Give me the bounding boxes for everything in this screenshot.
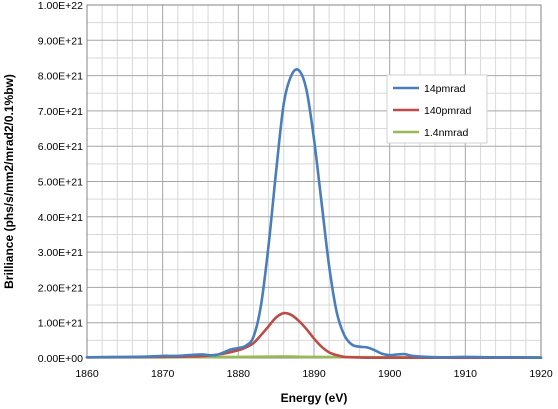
y-tick-label: 5.00E+21 xyxy=(38,177,83,189)
y-tick-label: 3.00E+21 xyxy=(38,247,83,259)
y-tick-label: 8.00E+21 xyxy=(38,71,83,83)
y-axis-tick-labels: 0.00E+00 1.00E+21 2.00E+21 3.00E+21 4.00E+21… xyxy=(38,0,83,365)
legend-label: 14pmrad xyxy=(424,83,466,95)
x-tick-label: 1870 xyxy=(151,368,175,380)
series-lines xyxy=(85,68,543,359)
x-tick-label: 1900 xyxy=(378,368,402,380)
series-line-14pmrad xyxy=(85,68,543,359)
x-tick-label: 1880 xyxy=(227,368,251,380)
y-tick-label: 4.00E+21 xyxy=(38,212,83,224)
x-tick-label: 1890 xyxy=(302,368,326,380)
y-tick-label: 2.00E+21 xyxy=(38,282,83,294)
legend: 14pmrad 140pmrad 1.4nmrad xyxy=(386,74,488,144)
y-tick-label: 7.00E+21 xyxy=(38,106,83,118)
y-tick-label: 1.00E+21 xyxy=(38,318,83,330)
y-tick-label: 1.00E+22 xyxy=(38,0,83,12)
y-axis-title: Brilliance (phs/s/mm2/mrad2/0.1%bw) xyxy=(2,74,16,289)
legend-label: 140pmrad xyxy=(424,105,471,117)
x-tick-label: 1910 xyxy=(454,368,478,380)
x-tick-label: 1920 xyxy=(529,368,553,380)
y-tick-label: 0.00E+00 xyxy=(38,353,83,365)
x-axis-tick-labels: 1860 1870 1880 1890 1900 1910 1920 xyxy=(75,368,553,380)
y-tick-label: 9.00E+21 xyxy=(38,35,83,47)
x-tick-label: 1860 xyxy=(75,368,99,380)
series-line-140pmrad xyxy=(85,311,543,359)
x-axis-title: Energy (eV) xyxy=(281,391,348,405)
legend-label: 1.4nmrad xyxy=(424,127,469,139)
y-tick-label: 6.00E+21 xyxy=(38,141,83,153)
